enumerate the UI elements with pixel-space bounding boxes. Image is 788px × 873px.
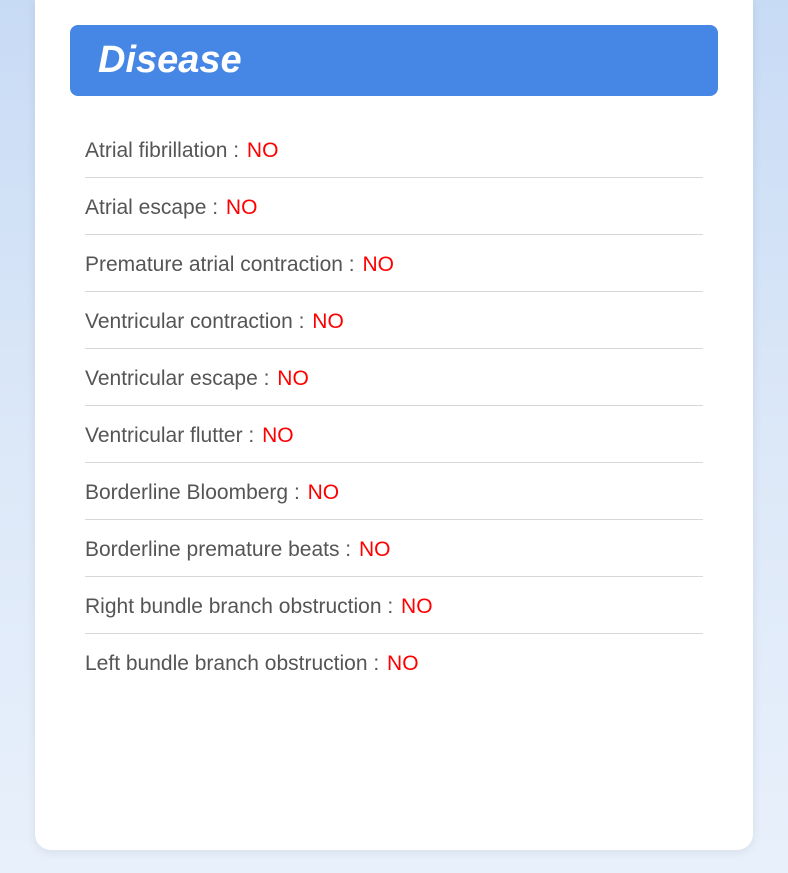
disease-label: Premature atrial contraction :	[85, 253, 355, 276]
disease-label: Ventricular contraction :	[85, 310, 304, 333]
disease-value: NO	[262, 424, 294, 447]
disease-value: NO	[308, 481, 340, 504]
disease-card: Disease Atrial fibrillation : NO Atrial …	[35, 0, 753, 850]
disease-row: Atrial escape : NO	[85, 178, 703, 235]
disease-value: NO	[362, 253, 394, 276]
disease-row: Atrial fibrillation : NO	[85, 121, 703, 178]
disease-row: Right bundle branch obstruction : NO	[85, 577, 703, 634]
disease-row: Ventricular escape : NO	[85, 349, 703, 406]
disease-value: NO	[312, 310, 344, 333]
disease-label: Right bundle branch obstruction :	[85, 595, 393, 618]
disease-value: NO	[401, 595, 433, 618]
disease-label: Borderline Bloomberg :	[85, 481, 300, 504]
disease-value: NO	[247, 139, 279, 162]
disease-value: NO	[226, 196, 258, 219]
disease-list: Atrial fibrillation : NO Atrial escape :…	[35, 71, 753, 690]
disease-value: NO	[277, 367, 309, 390]
disease-value: NO	[387, 652, 419, 675]
disease-label: Ventricular escape :	[85, 367, 269, 390]
header-bar: Disease	[70, 25, 718, 96]
header-title: Disease	[98, 39, 242, 81]
disease-row: Borderline premature beats : NO	[85, 520, 703, 577]
disease-label: Atrial escape :	[85, 196, 218, 219]
disease-value: NO	[359, 538, 391, 561]
disease-row: Ventricular contraction : NO	[85, 292, 703, 349]
disease-label: Ventricular flutter :	[85, 424, 254, 447]
disease-row: Borderline Bloomberg : NO	[85, 463, 703, 520]
disease-label: Left bundle branch obstruction :	[85, 652, 379, 675]
disease-label: Borderline premature beats :	[85, 538, 351, 561]
disease-label: Atrial fibrillation :	[85, 139, 239, 162]
disease-row: Ventricular flutter : NO	[85, 406, 703, 463]
disease-row: Left bundle branch obstruction : NO	[85, 634, 703, 690]
disease-row: Premature atrial contraction : NO	[85, 235, 703, 292]
